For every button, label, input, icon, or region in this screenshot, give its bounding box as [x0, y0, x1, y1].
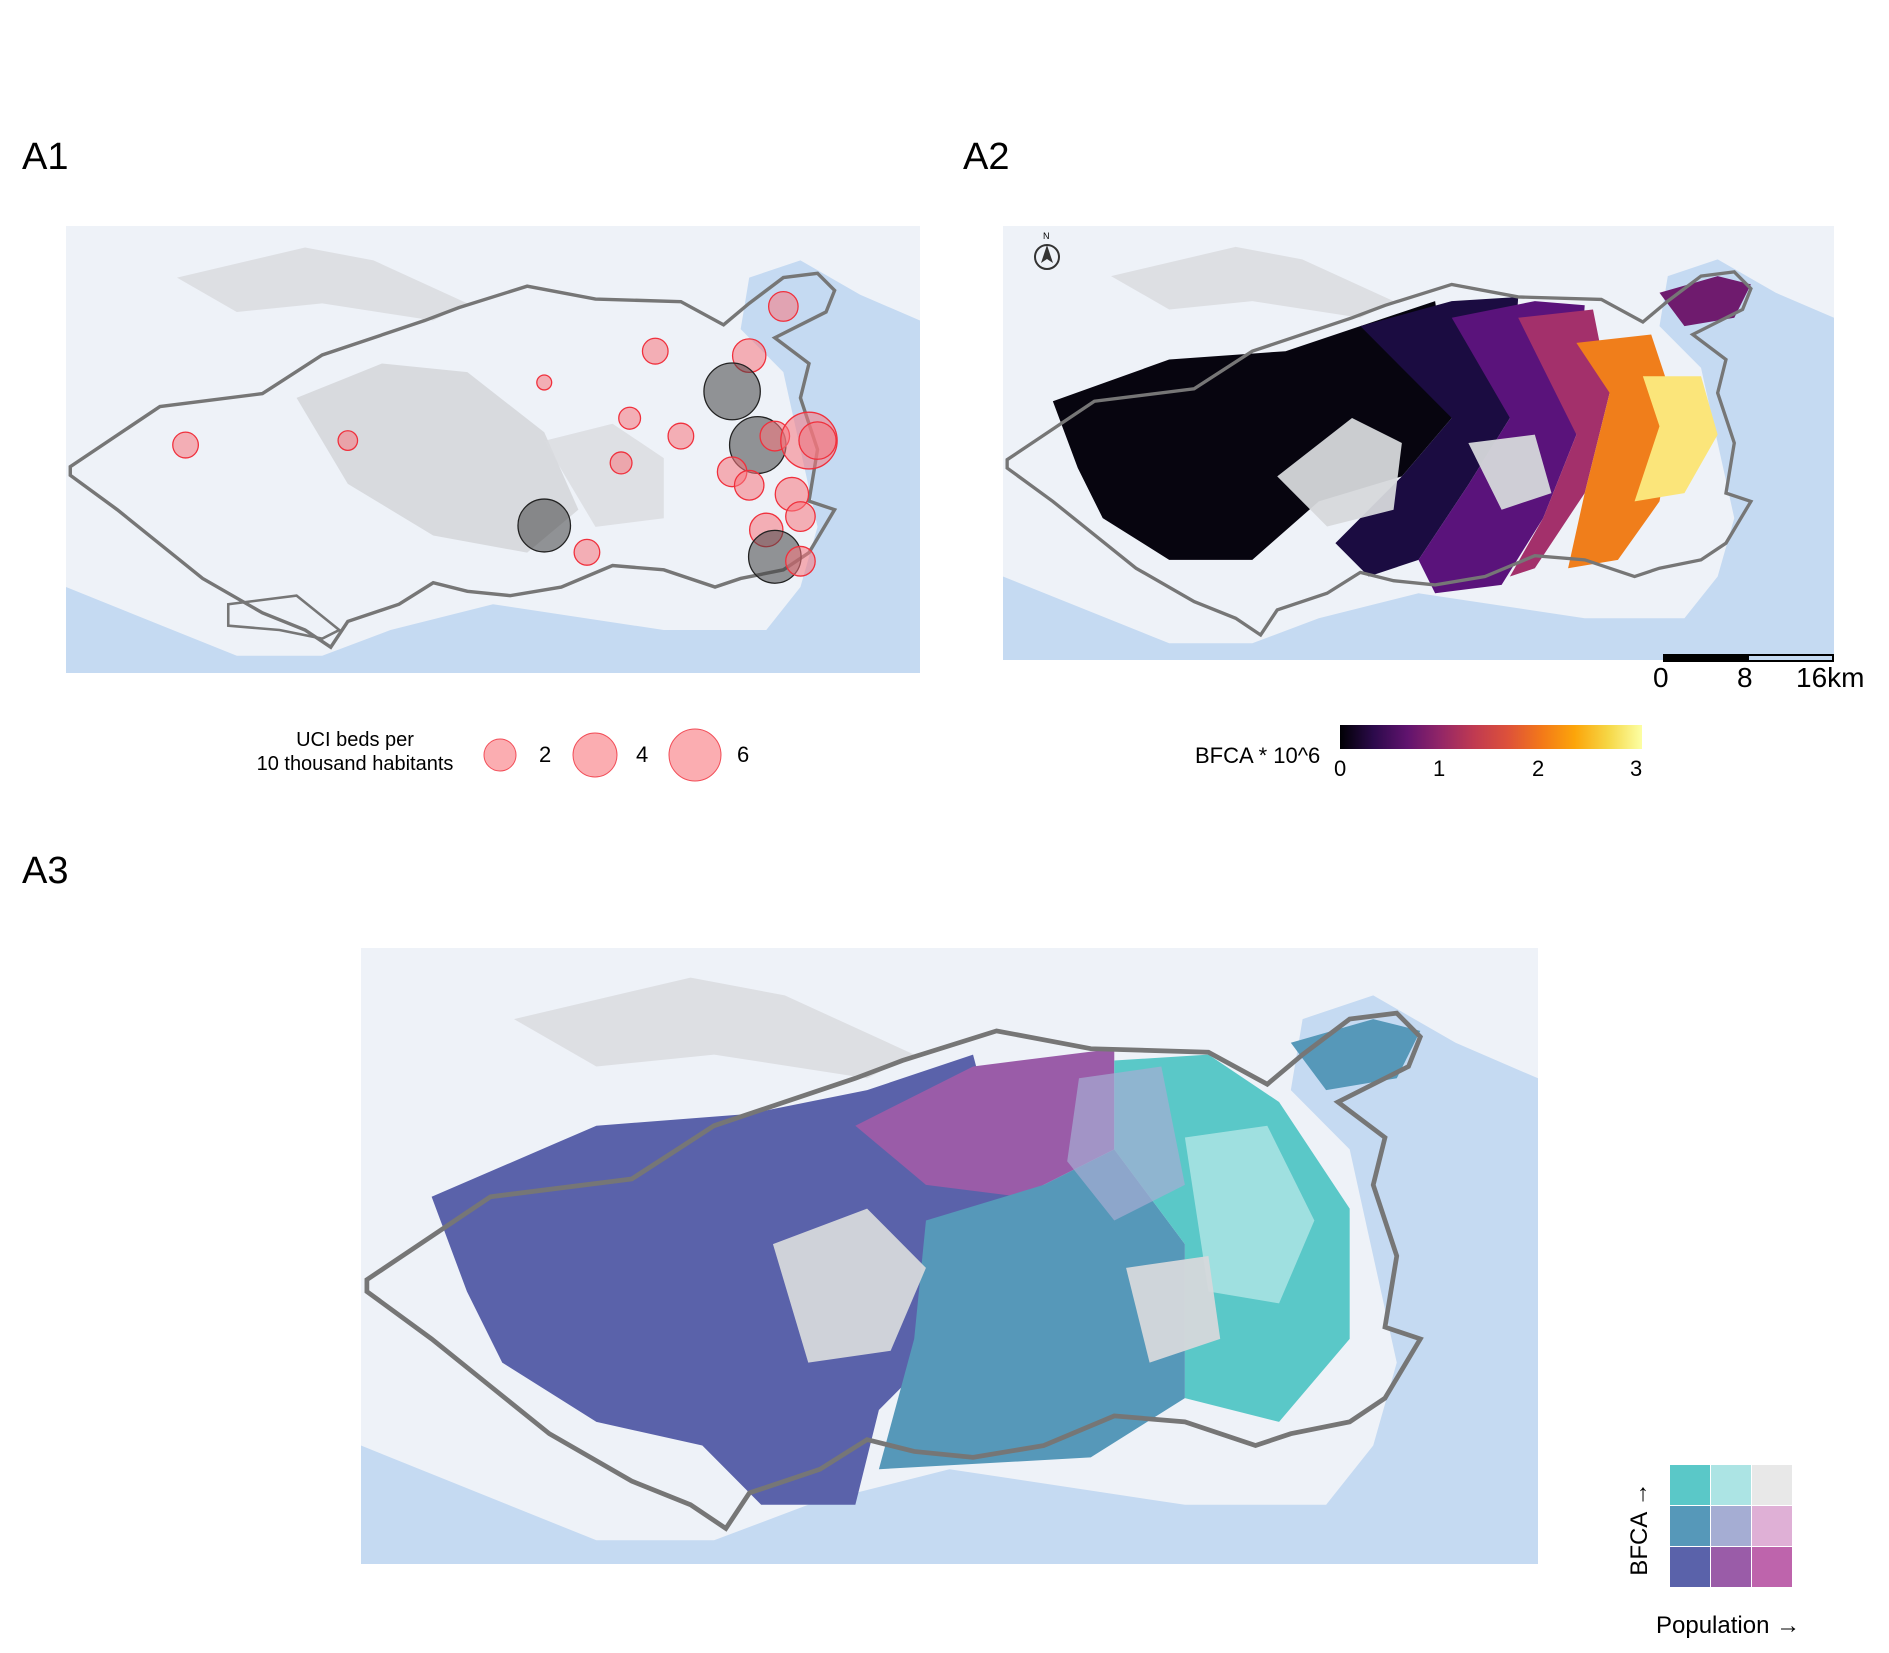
hospital-point-15: [733, 469, 765, 501]
legend-a2-tick-2: 2: [1532, 756, 1545, 781]
hospital-point-22: [573, 538, 601, 566]
legend-a1-label-6: 6: [737, 742, 750, 767]
panel-label-a3: A3: [22, 850, 69, 892]
legend-a2-title: BFCA * 10^6: [1195, 743, 1321, 768]
scale-label-16km: 16km: [1796, 662, 1865, 693]
legend-circle-medium: [572, 732, 618, 778]
hospital-point-0: [172, 431, 200, 459]
relief-gaps-east: [1126, 1256, 1221, 1363]
scale-bar: [1663, 654, 1834, 662]
legend-a1-title: UCI beds per 10 thousand habitants: [225, 728, 485, 776]
relief-gaps-east: [1468, 434, 1552, 510]
bivariate-zone-mauve: [1067, 1066, 1185, 1221]
hospital-points: [172, 290, 838, 584]
legend-circle-small: [483, 738, 517, 772]
legend-a2-tick-3: 3: [1630, 756, 1643, 781]
bivariate-cell-2-0: [1670, 1547, 1710, 1587]
bivariate-cell-2-1: [1711, 1547, 1751, 1587]
scale-label-8: 8: [1737, 662, 1753, 693]
legend-a3-x-label: Population →: [1656, 1612, 1801, 1639]
relief-gaps: [1277, 417, 1402, 527]
legend-a1-title-line2: 10 thousand habitants: [256, 753, 454, 775]
hospital-point-2: [536, 374, 553, 391]
bfca-zone-island: [1659, 276, 1751, 327]
legend-a1-circles: [483, 728, 722, 782]
legend-a1-label-4: 4: [636, 742, 649, 767]
map-a3: [361, 948, 1538, 1564]
bfca-zone-magenta: [1509, 309, 1610, 577]
panel-label-a2: A2: [963, 136, 1010, 178]
north-arrow-letter: N: [1043, 231, 1050, 241]
map-a1: [66, 226, 920, 673]
relief-east: [544, 423, 664, 527]
legend-a2-tick-1: 1: [1433, 756, 1446, 781]
bfca-zone-yellow: [1634, 376, 1718, 502]
hospital-point-21: [517, 498, 572, 553]
north-arrow-icon: N: [1034, 231, 1060, 270]
city-boundary: [68, 271, 838, 650]
bivariate-cell-0-0: [1670, 1465, 1710, 1505]
hospital-point-6: [609, 451, 633, 475]
city-boundary: [364, 1010, 1424, 1532]
hospital-point-20: [785, 545, 816, 577]
bivariate-cell-0-1: [1711, 1465, 1751, 1505]
hospital-point-13: [798, 421, 837, 460]
legend-circle-large: [668, 728, 722, 782]
bfca-zone-west: [1052, 301, 1452, 560]
legend-a1-label-2: 2: [539, 742, 552, 767]
bivariate-legend: [1670, 1465, 1793, 1588]
city-boundary: [1005, 270, 1754, 638]
bivariate-cell-0-2: [1752, 1465, 1792, 1505]
legend-a1-title-line1: UCI beds per: [296, 729, 414, 751]
bivariate-cell-1-1: [1711, 1506, 1751, 1546]
bivariate-zone-island: [1290, 1019, 1421, 1091]
relief-north: [1111, 246, 1394, 318]
bivariate-zone-west: [431, 1054, 1021, 1505]
scale-label-0: 0: [1653, 662, 1669, 693]
map-a1-canvas: [66, 226, 920, 656]
map-a2: N: [1003, 226, 1834, 660]
scale-bar-black-segment: [1665, 656, 1749, 660]
bivariate-zone-light: [1184, 1125, 1315, 1304]
legend-a2-colorbar: [1340, 725, 1642, 749]
hospital-point-7: [767, 290, 799, 322]
legend-a2-tick-0: 0: [1334, 756, 1347, 781]
hospital-point-5: [667, 422, 695, 450]
bivariate-cell-1-0: [1670, 1506, 1710, 1546]
sepetiba-lagoon: [226, 594, 342, 640]
panel-label-a1: A1: [22, 136, 69, 178]
map-a3-canvas: [361, 948, 1538, 1541]
relief-north: [177, 247, 468, 321]
relief-north: [514, 977, 915, 1079]
hospital-point-9: [703, 362, 761, 421]
bivariate-zone-blue: [878, 1149, 1185, 1470]
hospital-point-17: [785, 501, 816, 533]
legend-a3-y-label: BFCA →: [1626, 1482, 1653, 1576]
bivariate-cell-2-2: [1752, 1547, 1792, 1587]
bivariate-cell-1-2: [1752, 1506, 1792, 1546]
bivariate-zone-pink: [855, 1048, 1115, 1197]
hospital-point-3: [618, 406, 642, 430]
hospital-point-4: [641, 337, 669, 365]
hospital-point-1: [337, 430, 359, 452]
map-a2-canvas: [1003, 226, 1834, 644]
relief-massif: [296, 363, 579, 553]
relief-gaps: [772, 1208, 926, 1363]
